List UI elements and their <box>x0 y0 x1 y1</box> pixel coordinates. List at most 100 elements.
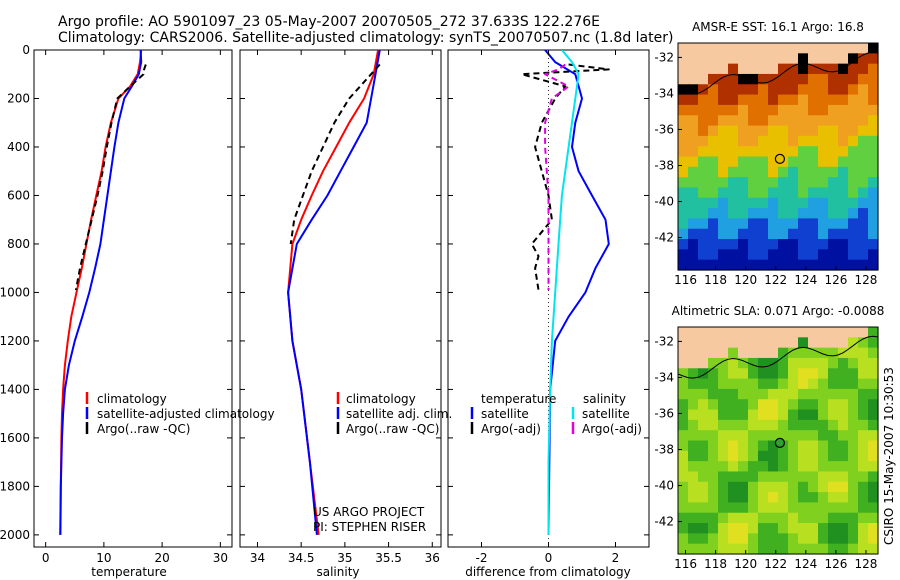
map-cell <box>698 378 709 390</box>
map-cell <box>758 368 769 380</box>
map-y-tick-label: -40 <box>654 479 674 493</box>
map-cell <box>718 177 729 189</box>
map-y-tick-label: -32 <box>654 334 674 348</box>
map-x-tick-label: 126 <box>824 557 847 571</box>
map-cell <box>868 399 879 411</box>
map-cell <box>678 84 689 96</box>
map-cell <box>688 399 699 411</box>
map-cell <box>738 337 749 349</box>
map-cell <box>868 94 879 106</box>
legend-group-temperature: temperature <box>481 392 556 406</box>
map-cell <box>678 481 689 493</box>
map-cell <box>708 166 719 178</box>
map-cell <box>778 533 789 545</box>
map-cell <box>858 166 869 178</box>
map-cell <box>808 471 819 483</box>
map-cell <box>808 156 819 168</box>
map-cell <box>688 450 699 462</box>
map-cell <box>768 53 779 65</box>
map-cell <box>838 399 849 411</box>
map-cell <box>688 115 699 127</box>
map-cell <box>868 368 879 380</box>
map-cell <box>818 368 829 380</box>
map-y-tick-label: -42 <box>654 231 674 245</box>
map-cell <box>828 63 839 75</box>
map-cell <box>758 84 769 96</box>
map-x-tick-label: 126 <box>824 273 847 287</box>
map-cell <box>718 533 729 545</box>
map-cell <box>788 43 799 54</box>
map-cell <box>828 125 839 137</box>
map-cell <box>678 533 689 545</box>
map-cell <box>858 43 869 54</box>
map-cell <box>828 347 839 359</box>
map-cell <box>698 208 709 220</box>
map-cell <box>848 125 859 137</box>
map-cell <box>698 228 709 240</box>
map-cell <box>838 146 849 158</box>
map-cell <box>678 523 689 534</box>
map-cell <box>818 249 829 261</box>
map-cell <box>808 502 819 514</box>
map-cell <box>738 146 749 158</box>
map-cell <box>688 543 699 555</box>
map-cell <box>708 104 719 116</box>
map-cell <box>868 327 879 338</box>
map-cell <box>678 197 689 209</box>
map-cell <box>798 440 809 452</box>
series-line-satellite-adj-clim- <box>287 50 381 535</box>
map-cell <box>738 73 749 85</box>
map-cell <box>858 228 869 240</box>
map-cell <box>718 419 729 431</box>
map-cell <box>728 197 739 209</box>
map-cell <box>798 166 809 178</box>
map-cell <box>748 512 759 524</box>
map-cell <box>848 135 859 147</box>
map-cell <box>838 177 849 189</box>
map-cell <box>868 208 879 220</box>
map-x-tick-label: 118 <box>704 273 727 287</box>
map-cell <box>808 368 819 380</box>
map-cell <box>778 450 789 462</box>
map-cell <box>808 84 819 96</box>
map-cell <box>818 43 829 54</box>
map-cell <box>848 378 859 390</box>
map-cell <box>728 187 739 199</box>
map-cell <box>718 259 729 271</box>
map-cell <box>728 543 739 555</box>
map-cell <box>708 228 719 240</box>
map-cell <box>858 388 869 400</box>
x-tick-label: 30 <box>213 551 228 565</box>
map-cell <box>828 523 839 534</box>
map-cell <box>738 461 749 473</box>
map-cell <box>728 115 739 127</box>
map-cell <box>798 125 809 137</box>
figure-title-line-1: Argo profile: AO 5901097_23 05-May-2007 … <box>58 14 600 30</box>
map-cell <box>678 471 689 483</box>
map-cell <box>788 419 799 431</box>
map-cell <box>798 492 809 504</box>
map-cell <box>838 533 849 545</box>
map-cell <box>678 166 689 178</box>
map-cell <box>768 388 779 400</box>
map-cell <box>808 73 819 85</box>
series-line-salinity-argo-adj- <box>544 63 570 290</box>
legend-label-temp-satellite: satellite <box>481 407 529 421</box>
map-cell <box>788 166 799 178</box>
map-cell <box>818 523 829 534</box>
map-cell <box>768 249 779 261</box>
map-cell <box>678 187 689 199</box>
map-cell <box>738 239 749 250</box>
map-cell <box>778 104 789 116</box>
map-cell <box>848 218 859 230</box>
map-cell <box>718 208 729 220</box>
map-cell <box>768 94 779 106</box>
map-cell <box>788 543 799 555</box>
map-cell <box>848 368 859 380</box>
map-cell <box>698 239 709 250</box>
map-cell <box>818 228 829 240</box>
map-cell <box>818 481 829 493</box>
map-cell <box>748 104 759 116</box>
map-cell <box>848 228 859 240</box>
map-cell <box>838 125 849 137</box>
